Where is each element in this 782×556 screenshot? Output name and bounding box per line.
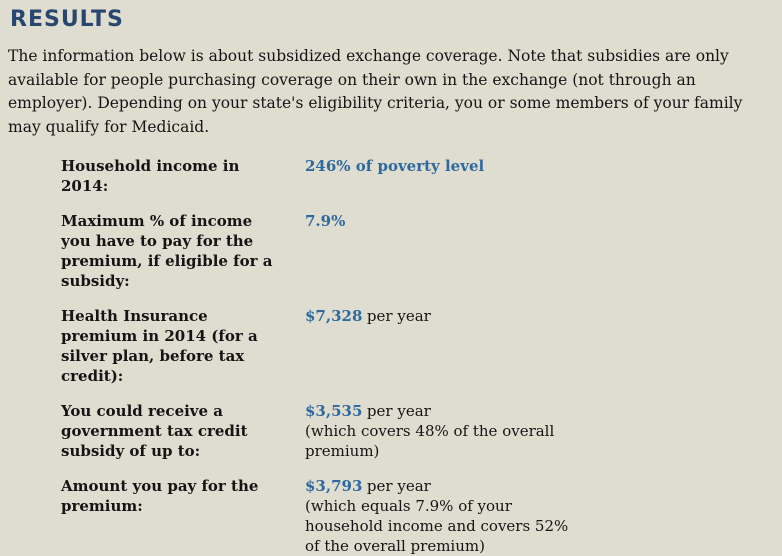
- result-value: $7,328 per year: [305, 306, 605, 326]
- result-suffix: per year: [366, 402, 431, 420]
- result-row-amount-you-pay: Amount you pay for the premium: $3,793 pe…: [61, 476, 774, 556]
- result-amount: 7.9%: [305, 212, 346, 230]
- intro-text: The information below is about subsidize…: [8, 47, 743, 136]
- result-value: $3,535 per year (which covers 48% of the …: [305, 401, 605, 461]
- result-row-household-income: Household income in 2014: 246% of povert…: [61, 156, 774, 196]
- result-amount: 246% of poverty level: [305, 157, 485, 175]
- result-label: Health Insurance premium in 2014 (for a …: [61, 307, 258, 385]
- results-table: Household income in 2014: 246% of povert…: [61, 156, 774, 556]
- result-suffix: per year: [366, 307, 431, 325]
- result-note: (which equals 7.9% of your household inc…: [305, 497, 569, 555]
- results-panel: RESULTS The information below is about s…: [8, 7, 743, 555]
- result-row-tax-credit: You could receive a government tax credi…: [61, 401, 774, 461]
- result-label: Maximum % of income you have to pay for …: [61, 212, 273, 290]
- result-amount: $3,535: [305, 402, 363, 420]
- result-value: $3,793 per year (which equals 7.9% of you…: [305, 476, 605, 556]
- result-label: You could receive a government tax credi…: [61, 402, 248, 460]
- result-note: (which covers 48% of the overall premium…: [305, 422, 555, 460]
- result-suffix: per year: [366, 477, 431, 495]
- result-amount: $7,328: [305, 307, 363, 325]
- result-value: 7.9%: [305, 211, 605, 231]
- result-row-max-income-percent: Maximum % of income you have to pay for …: [61, 211, 774, 291]
- result-value: 246% of poverty level: [305, 156, 605, 176]
- result-label: Household income in 2014:: [61, 157, 240, 195]
- result-amount: $3,793: [305, 477, 363, 495]
- result-label: Amount you pay for the premium:: [61, 477, 259, 515]
- result-row-premium: Health Insurance premium in 2014 (for a …: [61, 306, 774, 386]
- page-title: RESULTS: [10, 7, 124, 32]
